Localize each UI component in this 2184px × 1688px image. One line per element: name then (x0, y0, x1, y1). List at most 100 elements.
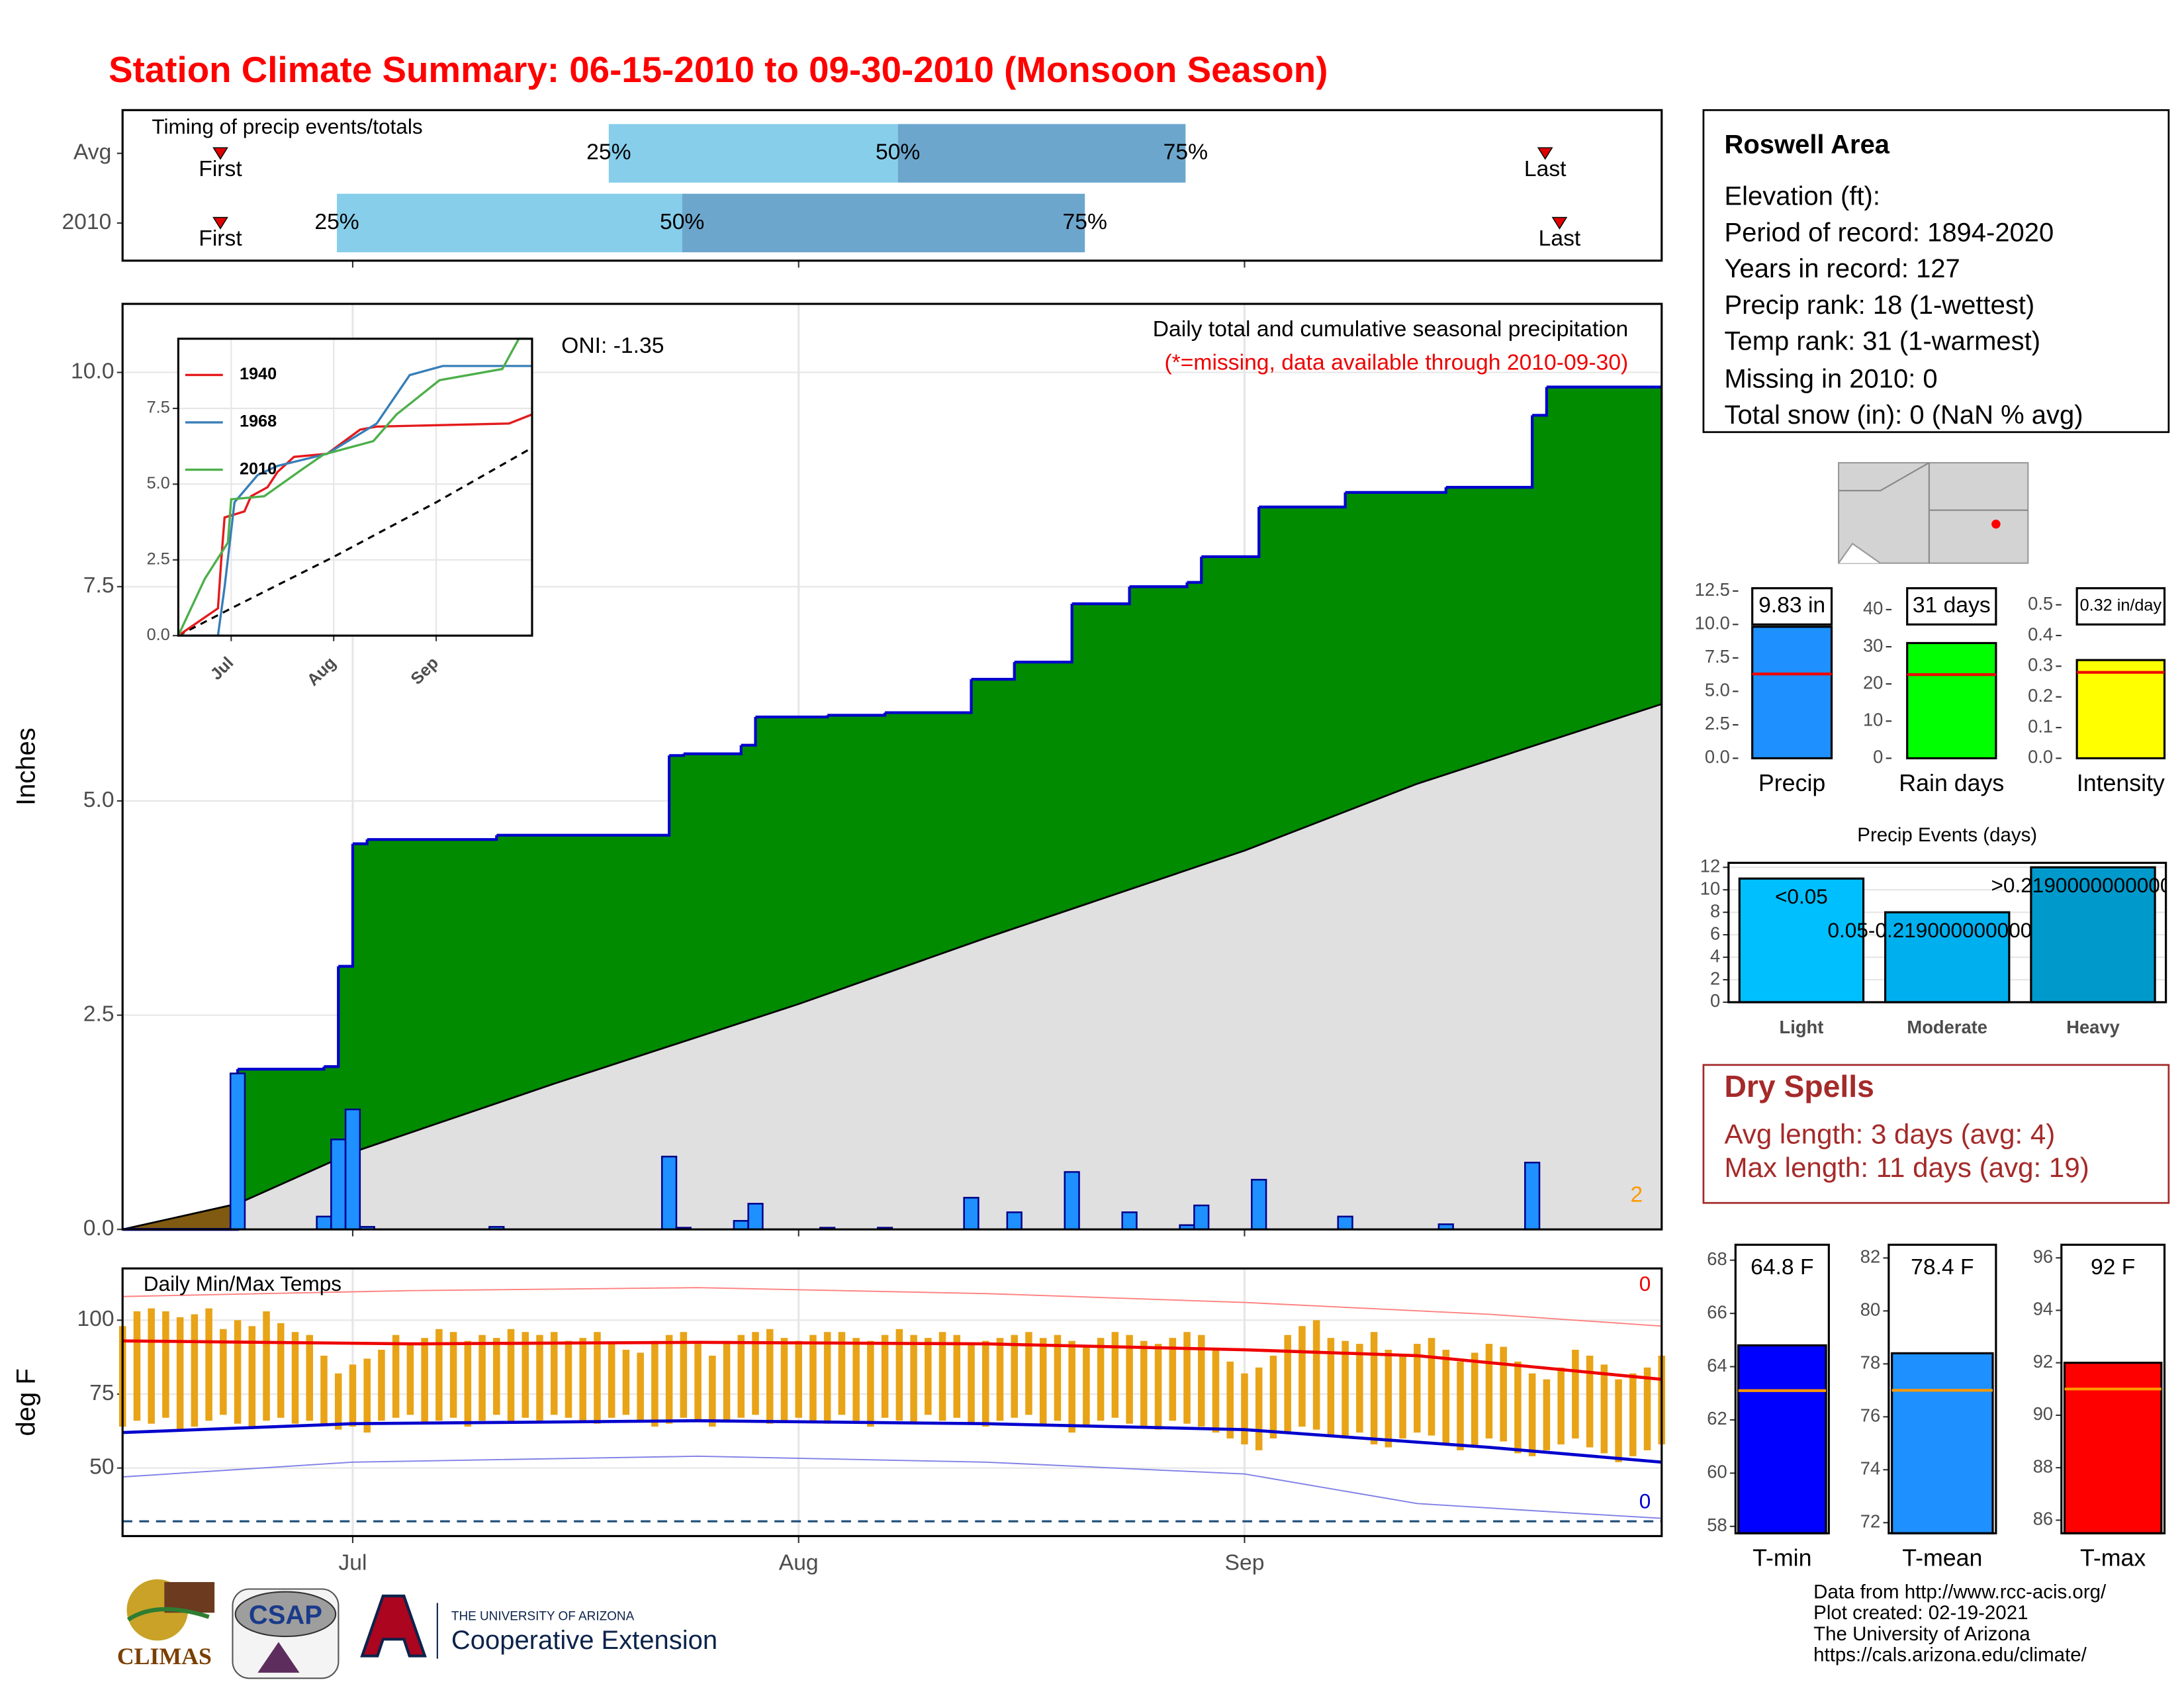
daily-precip-bar (747, 1203, 764, 1231)
temp-range-bar (1140, 1340, 1148, 1427)
info-line: Elevation (ft): (1724, 182, 1880, 211)
temp-range-bar (1025, 1332, 1032, 1415)
y-tick-label: 2010 (62, 210, 111, 234)
page-title: Station Climate Summary: 06-15-2010 to 0… (109, 49, 1328, 90)
cumulative-line (971, 662, 1016, 681)
info-line: Years in record: 127 (1724, 254, 1960, 283)
temp-range-bar (1370, 1332, 1378, 1444)
temp-range-bar (1054, 1335, 1062, 1421)
temp-range-bar (838, 1332, 846, 1415)
plot-frame (121, 303, 1663, 1231)
temp-range-bar (1586, 1355, 1594, 1448)
bars (2075, 659, 2166, 760)
logo-shape (360, 1594, 427, 1658)
chart-bar: 72 74 76 78 80 82 T-mean 78.4 F (1860, 1243, 1997, 1571)
temp-range-bar (1111, 1332, 1119, 1418)
cumulative-line (669, 753, 685, 757)
average-line (122, 1419, 1662, 1464)
logo-text: Cooperative Extension (451, 1626, 717, 1655)
y-tick-label: 12.5 (1695, 579, 1730, 600)
timing-marker (212, 216, 228, 230)
temp-range-bar (550, 1332, 558, 1415)
y-tick-label: 40 (1863, 598, 1883, 618)
temp-range-bar (637, 1352, 644, 1421)
timing-bar-early (608, 124, 898, 183)
x-tick-label: T-mean (1902, 1545, 1982, 1571)
y-tick-label: 5.0 (1705, 680, 1730, 700)
value-label-box (1906, 587, 1997, 626)
daily-precip-bar (1251, 1178, 1267, 1231)
value-label: 31 days (1913, 593, 1991, 618)
x-tick-label: Aug (779, 1550, 819, 1575)
temp-range-bar (680, 1332, 688, 1418)
daily-precip-bar (1006, 1211, 1023, 1231)
temp-range-bar (421, 1338, 428, 1424)
temp-range-bar (1011, 1335, 1018, 1418)
chart-title: Daily Min/Max Temps (144, 1272, 341, 1295)
y-tick-label: 68 (1707, 1248, 1727, 1269)
temp-range-bar (565, 1340, 572, 1418)
y-tick-label: 12 (1700, 855, 1720, 876)
temp-range-bar (1068, 1340, 1075, 1433)
timing-quantile-label: 75% (1063, 210, 1107, 234)
timing-quantile-label: 50% (660, 210, 704, 234)
y-tick-label: 4 (1710, 945, 1720, 966)
y-tick-label: 7.5 (1705, 646, 1730, 667)
daily-precip-bar (316, 1215, 332, 1231)
temp-range-bar (1600, 1364, 1608, 1454)
legend-label: 2010 (240, 459, 277, 478)
temp-range-bar (478, 1335, 486, 1421)
temp-range-bar (809, 1335, 817, 1421)
bar (1737, 1344, 1827, 1534)
timing-quantile-label: 25% (586, 140, 631, 165)
chart-bar: 0.0 0.1 0.2 0.3 0.4 0.5 Intensity 0.32 in/day (2028, 587, 2166, 796)
value-label: 0.32 in/day (2080, 596, 2162, 615)
timing-bar-late (897, 124, 1186, 183)
daily-precip-bar (1193, 1204, 1210, 1231)
temp-range-bar (392, 1335, 400, 1418)
y-tick-label: 2.5 (147, 549, 170, 568)
temp-range-bar (1097, 1338, 1105, 1421)
daily-precip-bar (1337, 1215, 1353, 1231)
temp-range-bar (1557, 1367, 1565, 1444)
timing-marker (1551, 216, 1568, 230)
timing-title: Timing of precip events/totals (152, 115, 422, 138)
logo-csap: CSAP (232, 1588, 340, 1679)
x-tick-label: Sep (1225, 1550, 1265, 1575)
chart-area: 0.0 2.5 5.0 7.5 10.0 Daily total and cumulati… (12, 303, 1663, 1241)
y-tick-label: 94 (2033, 1299, 2053, 1319)
y-tick-label: 10 (1700, 878, 1720, 898)
x-tick-label: T-min (1752, 1545, 1811, 1571)
y-tick-label: 74 (1860, 1458, 1880, 1479)
average-line (178, 447, 532, 636)
temp-range-bar (1169, 1338, 1177, 1421)
y-tick-label: 2.5 (1705, 713, 1730, 733)
y-tick-label: 75 (89, 1381, 114, 1405)
logo-text: THE UNIVERSITY OF ARIZONA (451, 1610, 635, 1624)
cumulative-line (1014, 604, 1073, 664)
plot-frame (121, 109, 1663, 262)
footer-line: https://cals.arizona.edu/climate/ (1813, 1644, 2087, 1665)
temp-range-bar (982, 1340, 989, 1427)
temp-range-bar (1442, 1350, 1450, 1444)
temp-range-bar (594, 1332, 601, 1424)
chart-title: Daily total and cumulative seasonal prec… (1153, 317, 1629, 342)
y-tick-label: 0.0 (1705, 747, 1730, 767)
daily-precip-bar (229, 1072, 246, 1231)
plot-frame (2060, 1243, 2166, 1534)
y-tick-label: 72 (1860, 1511, 1880, 1532)
temp-range-bar (766, 1329, 774, 1424)
dry-spells-box (1702, 1064, 2170, 1204)
cumulative-line (1129, 582, 1189, 588)
info-line: Period of record: 1894-2020 (1724, 218, 2054, 247)
temp-range-bar (1284, 1335, 1291, 1433)
daily-precip-bar (1121, 1211, 1138, 1231)
x-tick-label: Heavy (2066, 1017, 2120, 1037)
temp-range-bar (1039, 1338, 1047, 1424)
oni-annotation: ONI: -1.35 (561, 334, 664, 358)
map-coast (1838, 542, 1881, 564)
bar (1906, 641, 1997, 760)
logo-ua: THE UNIVERSITY OF ARIZONA Cooperative Ex… (360, 1594, 717, 1659)
average-area (238, 704, 1662, 1230)
